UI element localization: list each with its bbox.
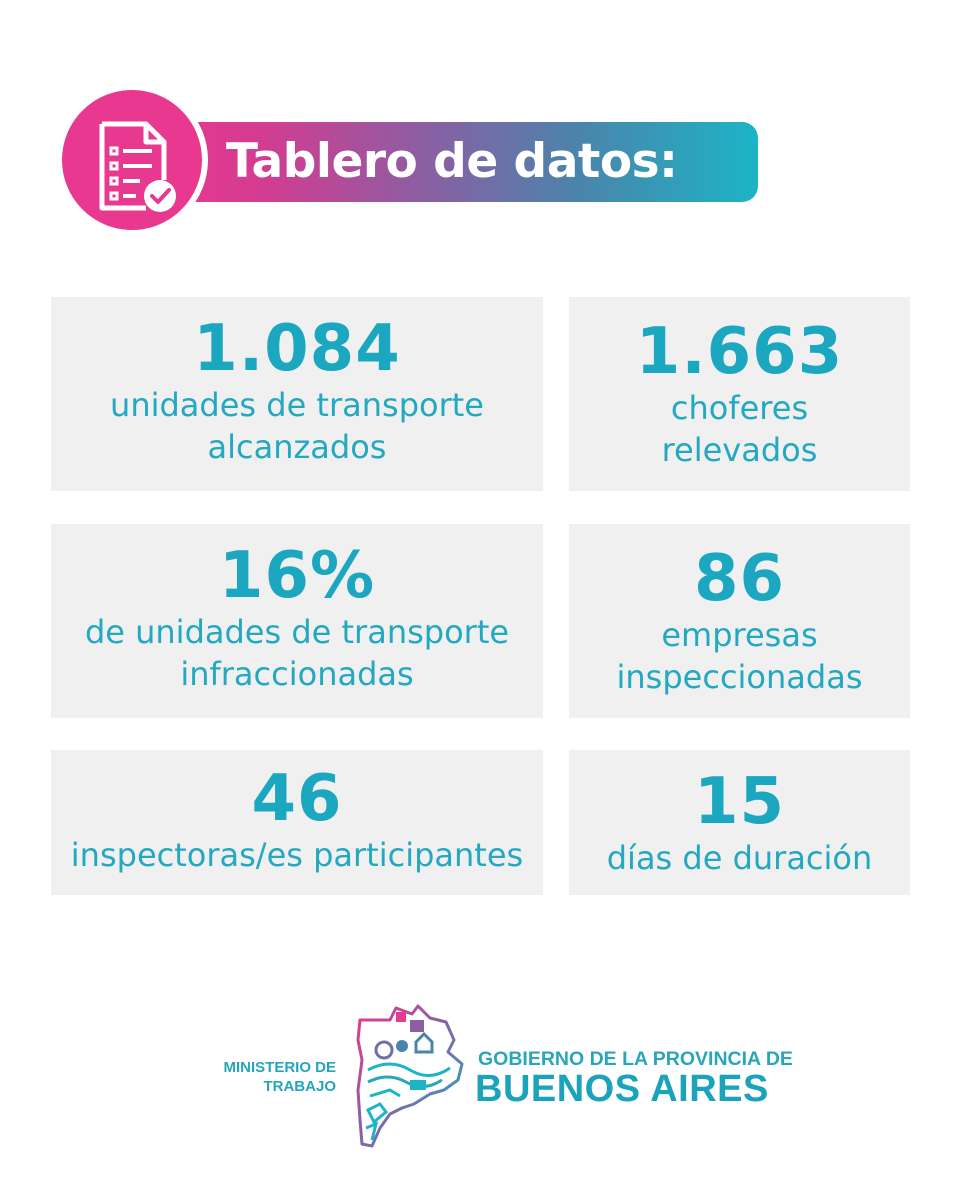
stat-card-infraccionadas: 16% de unidades de transporte infraccion… [51, 524, 543, 718]
page-title: Tablero de datos: [226, 134, 678, 189]
stat-label-line2: inspeccionadas [616, 658, 863, 696]
stat-card-empresas: 86 empresas inspeccionadas [569, 524, 910, 718]
gobierno-label: GOBIERNO DE LA PROVINCIA DE [478, 1048, 793, 1070]
stat-value: 86 [693, 542, 786, 616]
title-banner [156, 122, 758, 202]
stat-label-line1: unidades de transporte [110, 386, 484, 424]
ministerio-line2: TRABAJO [263, 1078, 336, 1095]
stat-value: 16% [218, 539, 376, 613]
stat-card-unidades: 1.084 unidades de transporte alcanzados [51, 297, 543, 491]
ministerio-line1: MINISTERIO DE [223, 1059, 336, 1076]
buenos-aires-label: BUENOS AIRES [475, 1068, 769, 1110]
stat-card-inspectores: 46 inspectoras/es participantes [51, 750, 543, 895]
stat-label-line2: relevados [661, 431, 818, 469]
stat-value: 46 [251, 761, 343, 836]
stat-card-choferes: 1.663 choferes relevados [569, 297, 910, 491]
header: Tablero de datos: [56, 84, 758, 236]
stat-value: 15 [693, 764, 786, 839]
stat-label-line2: alcanzados [207, 428, 387, 466]
stat-label-line1: de unidades de transporte [84, 613, 510, 651]
stat-label-line1: choferes [670, 389, 809, 427]
province-map-logo [356, 1004, 464, 1148]
stat-value: 1.084 [193, 312, 401, 386]
stat-label-line2: infraccionadas [180, 655, 414, 693]
ministerio-label: MINISTERIO DE TRABAJO [200, 1058, 336, 1096]
header-icon-badge [56, 84, 208, 236]
stat-label-line1: inspectoras/es participantes [70, 835, 524, 874]
document-check-icon [99, 121, 176, 212]
stat-card-duracion: 15 días de duración [569, 750, 910, 895]
stat-label-line1: empresas [661, 616, 818, 654]
stat-label-line1: días de duración [606, 838, 873, 877]
stat-value: 1.663 [635, 315, 844, 389]
